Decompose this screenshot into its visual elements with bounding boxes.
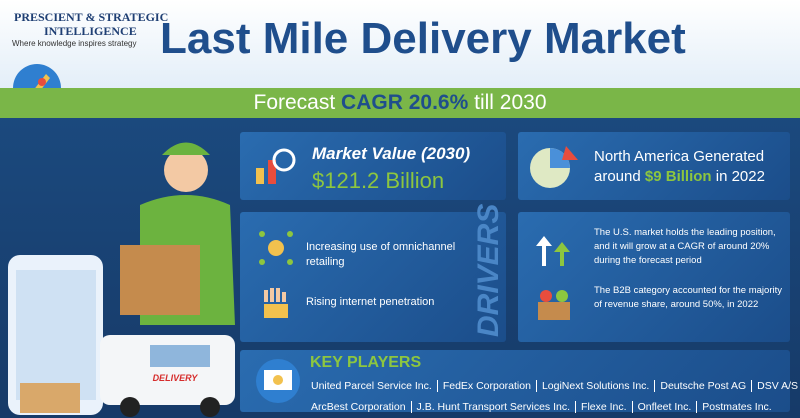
icon	[536, 236, 570, 266]
value: $121.2 Billion	[312, 168, 445, 193]
icon	[256, 359, 300, 403]
text: North America Generated	[594, 148, 765, 165]
banner-text: Forecast	[253, 91, 336, 114]
key-players-card: KEY PLAYERS United Parcel Service Inc. Fe…	[240, 350, 800, 413]
icon	[259, 231, 293, 265]
pie-icon	[530, 146, 578, 188]
icon	[264, 288, 288, 318]
player: J.B. Hunt Transport Services Inc.	[410, 401, 576, 413]
key-players-list: United Parcel Service Inc. FedEx Corporat…	[306, 376, 800, 418]
player: Postmates Inc.	[696, 401, 777, 413]
player: LogiNext Solutions Inc.	[535, 380, 655, 392]
text: around	[594, 168, 641, 185]
player: Onfleet Inc.	[631, 401, 697, 413]
player: Flexe Inc.	[575, 401, 632, 413]
banner: Forecast CAGR 20.6% till 2030	[0, 88, 800, 118]
banner-highlight: CAGR 20.6%	[341, 91, 469, 114]
logo-line: INTELLIGENCE	[44, 24, 137, 38]
player: FedEx Corporation	[436, 380, 536, 392]
label: Market Value (2030)	[312, 144, 471, 163]
highlight: $9 Billion	[644, 168, 712, 185]
drivers-title: DRIVERS	[472, 203, 505, 337]
player-row: United Parcel Service Inc. FedEx Corporat…	[306, 376, 800, 394]
text-line: around $9 Billion in 2022	[594, 168, 765, 185]
north-america-card: North America Generated around $9 Billio…	[518, 132, 790, 200]
insight: The U.S. market holds the leading positi…	[594, 227, 776, 266]
insight: The B2B category accounted for the major…	[594, 285, 782, 310]
illustration: DELIVERY	[8, 142, 235, 417]
driver: Rising internet penetration	[306, 296, 435, 308]
player: Deutsche Post AG	[654, 380, 752, 392]
text: in 2022	[715, 168, 765, 185]
insights-card: The U.S. market holds the leading positi…	[518, 212, 790, 342]
icon	[538, 290, 570, 320]
player: United Parcel Service Inc.	[311, 380, 432, 392]
title: Last Mile Delivery Market	[160, 14, 686, 63]
logo-tagline: Where knowledge inspires strategy	[12, 39, 137, 48]
logo-line: PRESCIENT & STRATEGIC	[14, 10, 169, 24]
banner-text: till 2030	[474, 91, 547, 114]
player-row: ArcBest Corporation J.B. Hunt Transport S…	[306, 397, 800, 415]
drivers-card: Increasing use of omnichannel retailing …	[240, 204, 506, 342]
header-bg	[0, 0, 800, 88]
key-players-title: KEY PLAYERS	[310, 354, 422, 371]
icon	[256, 148, 296, 184]
market-value-card: Market Value (2030) $121.2 Billion	[240, 132, 506, 200]
driver: Increasing use of omnichannel retailing	[306, 241, 456, 268]
player: DSV A/S	[751, 380, 800, 392]
van-label: DELIVERY	[153, 373, 199, 383]
player: ArcBest Corporation	[311, 401, 406, 413]
